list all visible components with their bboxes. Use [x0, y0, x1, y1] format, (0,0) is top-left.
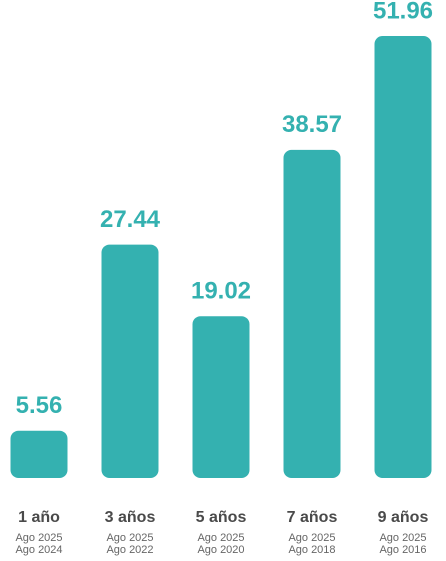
period-label: Ago 2025 [197, 532, 244, 544]
bar [283, 149, 341, 478]
period-label: Ago 2016 [379, 544, 426, 556]
period-label: Ago 2025 [288, 532, 335, 544]
value-label: 51.96 [373, 0, 433, 24]
bar [101, 244, 159, 478]
value-label: 38.57 [282, 111, 342, 138]
period-label: Ago 2024 [15, 544, 62, 556]
category-label: 5 años [196, 509, 247, 526]
period-label: Ago 2025 [15, 532, 62, 544]
bar [192, 316, 250, 478]
value-label: 27.44 [100, 206, 161, 233]
value-label: 5.56 [16, 392, 63, 419]
period-label: Ago 2022 [106, 544, 153, 556]
period-label: Ago 2020 [197, 544, 244, 556]
bar [374, 36, 432, 478]
bar [10, 430, 68, 478]
period-label: Ago 2025 [106, 532, 153, 544]
period-label: Ago 2018 [288, 544, 335, 556]
category-label: 9 años [378, 509, 429, 526]
category-label: 1 año [18, 509, 60, 526]
value-label: 19.02 [191, 278, 251, 305]
category-label: 7 años [287, 509, 338, 526]
period-label: Ago 2025 [379, 532, 426, 544]
category-label: 3 años [105, 509, 156, 526]
